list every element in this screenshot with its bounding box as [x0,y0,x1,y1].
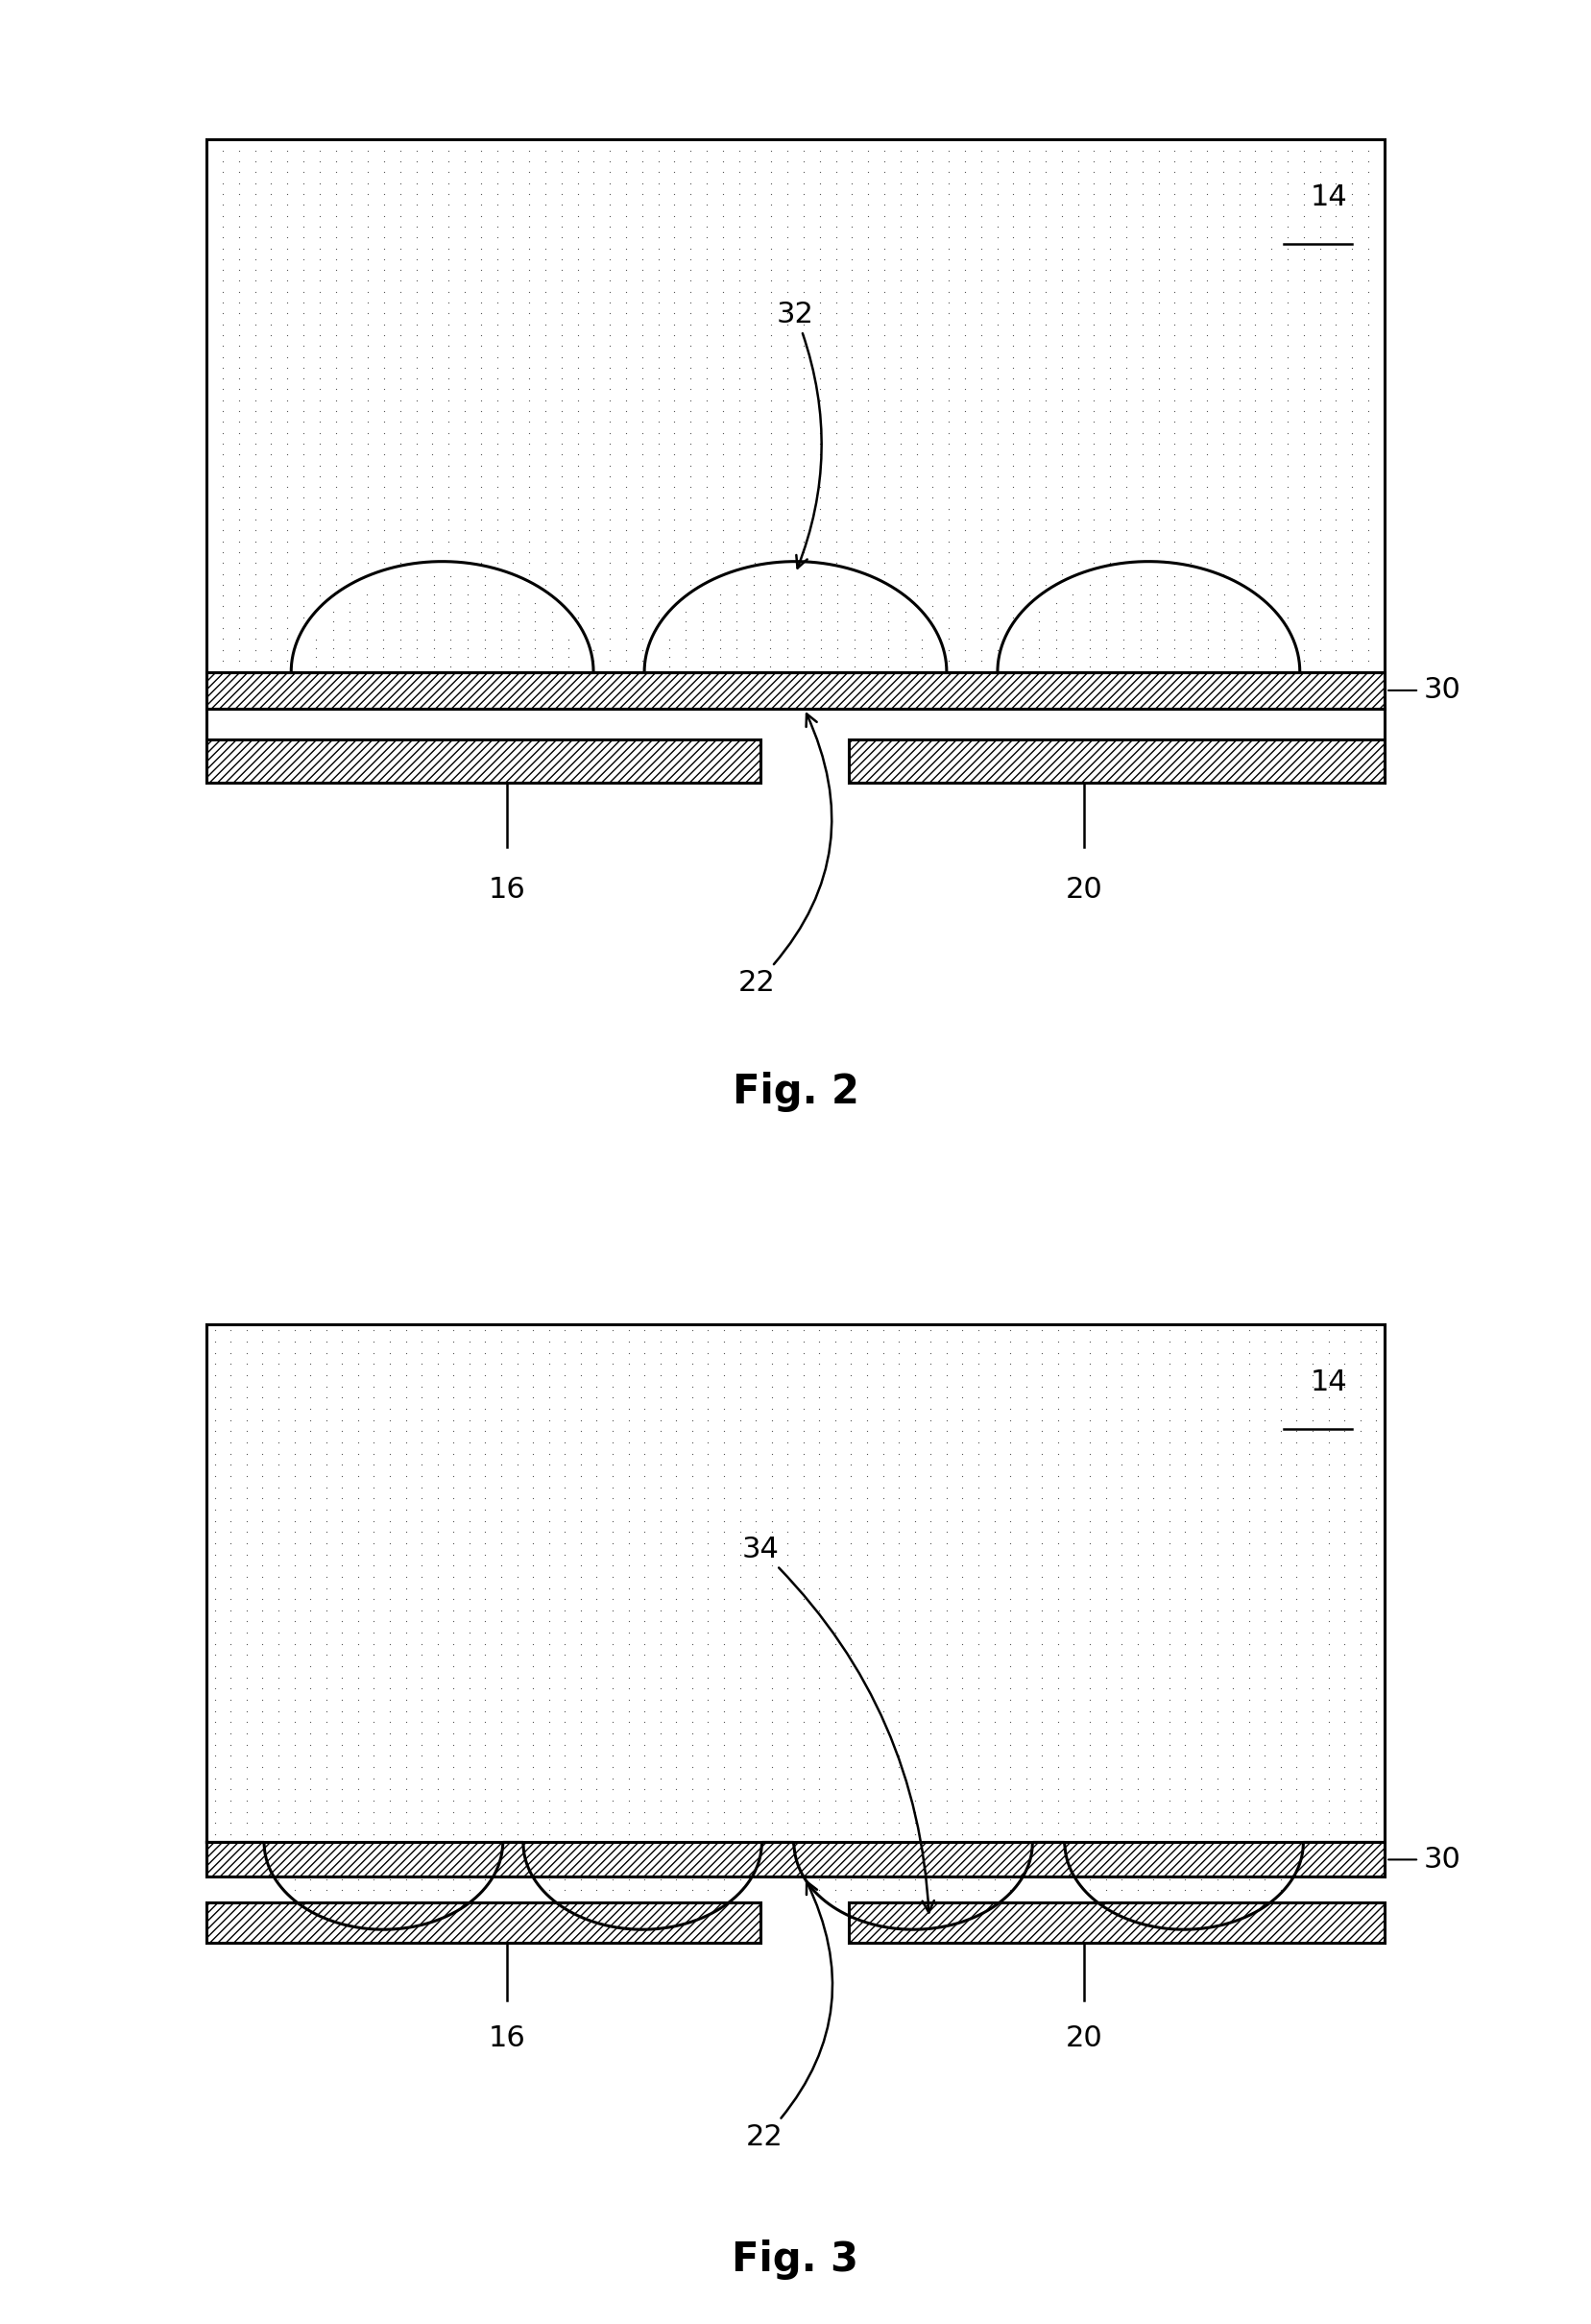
Text: 34: 34 [741,1536,934,1913]
Text: 20: 20 [1066,876,1103,904]
Text: Fig. 3: Fig. 3 [732,2240,859,2280]
Text: 14: 14 [1309,184,1348,211]
Text: 16: 16 [488,2024,525,2052]
Bar [207,672,1384,709]
Text: 30: 30 [1424,676,1461,704]
Text: 20: 20 [1066,2024,1103,2052]
Text: 32: 32 [776,300,821,567]
Polygon shape [644,562,947,672]
Text: 22: 22 [738,713,832,997]
Bar [207,139,1384,709]
Text: 16: 16 [488,876,525,904]
Bar [207,1901,760,1943]
Text: Fig. 2: Fig. 2 [732,1071,859,1113]
Text: 30: 30 [1424,1845,1461,1873]
Polygon shape [998,562,1300,672]
Polygon shape [291,562,593,672]
Bar [207,1843,1384,1878]
Text: 14: 14 [1309,1369,1348,1397]
Text: 22: 22 [746,1882,832,2150]
Bar [848,1901,1384,1943]
Bar [207,739,760,783]
Polygon shape [207,1325,1384,1929]
Bar [207,139,1384,672]
Bar [848,739,1384,783]
